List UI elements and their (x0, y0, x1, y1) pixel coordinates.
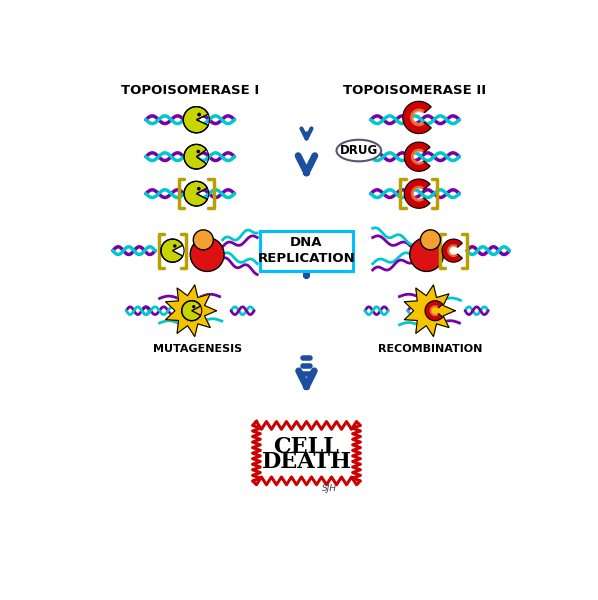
FancyBboxPatch shape (260, 230, 353, 271)
Wedge shape (410, 109, 425, 127)
Wedge shape (184, 181, 208, 206)
Text: TOPOISOMERASE I: TOPOISOMERASE I (121, 84, 260, 97)
Wedge shape (182, 301, 200, 321)
Ellipse shape (337, 140, 381, 161)
Circle shape (420, 230, 441, 250)
Wedge shape (411, 185, 424, 202)
Wedge shape (411, 149, 424, 165)
Text: DRUG: DRUG (340, 144, 378, 157)
Wedge shape (404, 142, 430, 172)
Wedge shape (402, 101, 431, 134)
Circle shape (193, 306, 194, 308)
Wedge shape (184, 145, 206, 169)
Circle shape (198, 113, 200, 116)
Wedge shape (161, 239, 183, 262)
Polygon shape (166, 285, 216, 337)
Circle shape (193, 230, 213, 250)
Text: MUTAGENESIS: MUTAGENESIS (153, 344, 242, 354)
Circle shape (174, 245, 176, 247)
Circle shape (198, 188, 200, 190)
Circle shape (410, 238, 444, 271)
Polygon shape (252, 422, 361, 485)
Wedge shape (183, 107, 208, 133)
Circle shape (197, 151, 199, 152)
Wedge shape (429, 305, 438, 316)
Text: DEATH: DEATH (261, 451, 352, 473)
Text: RECOMBINATION: RECOMBINATION (379, 344, 483, 354)
Wedge shape (425, 301, 443, 321)
Wedge shape (447, 244, 457, 257)
Polygon shape (404, 285, 455, 337)
Wedge shape (404, 179, 430, 208)
Circle shape (190, 238, 224, 271)
Text: TOPOISOMERASE II: TOPOISOMERASE II (343, 84, 487, 97)
Text: CELL: CELL (273, 436, 340, 458)
Text: SJH: SJH (322, 484, 337, 493)
Wedge shape (442, 239, 462, 262)
Text: DNA
REPLICATION: DNA REPLICATION (258, 236, 355, 265)
